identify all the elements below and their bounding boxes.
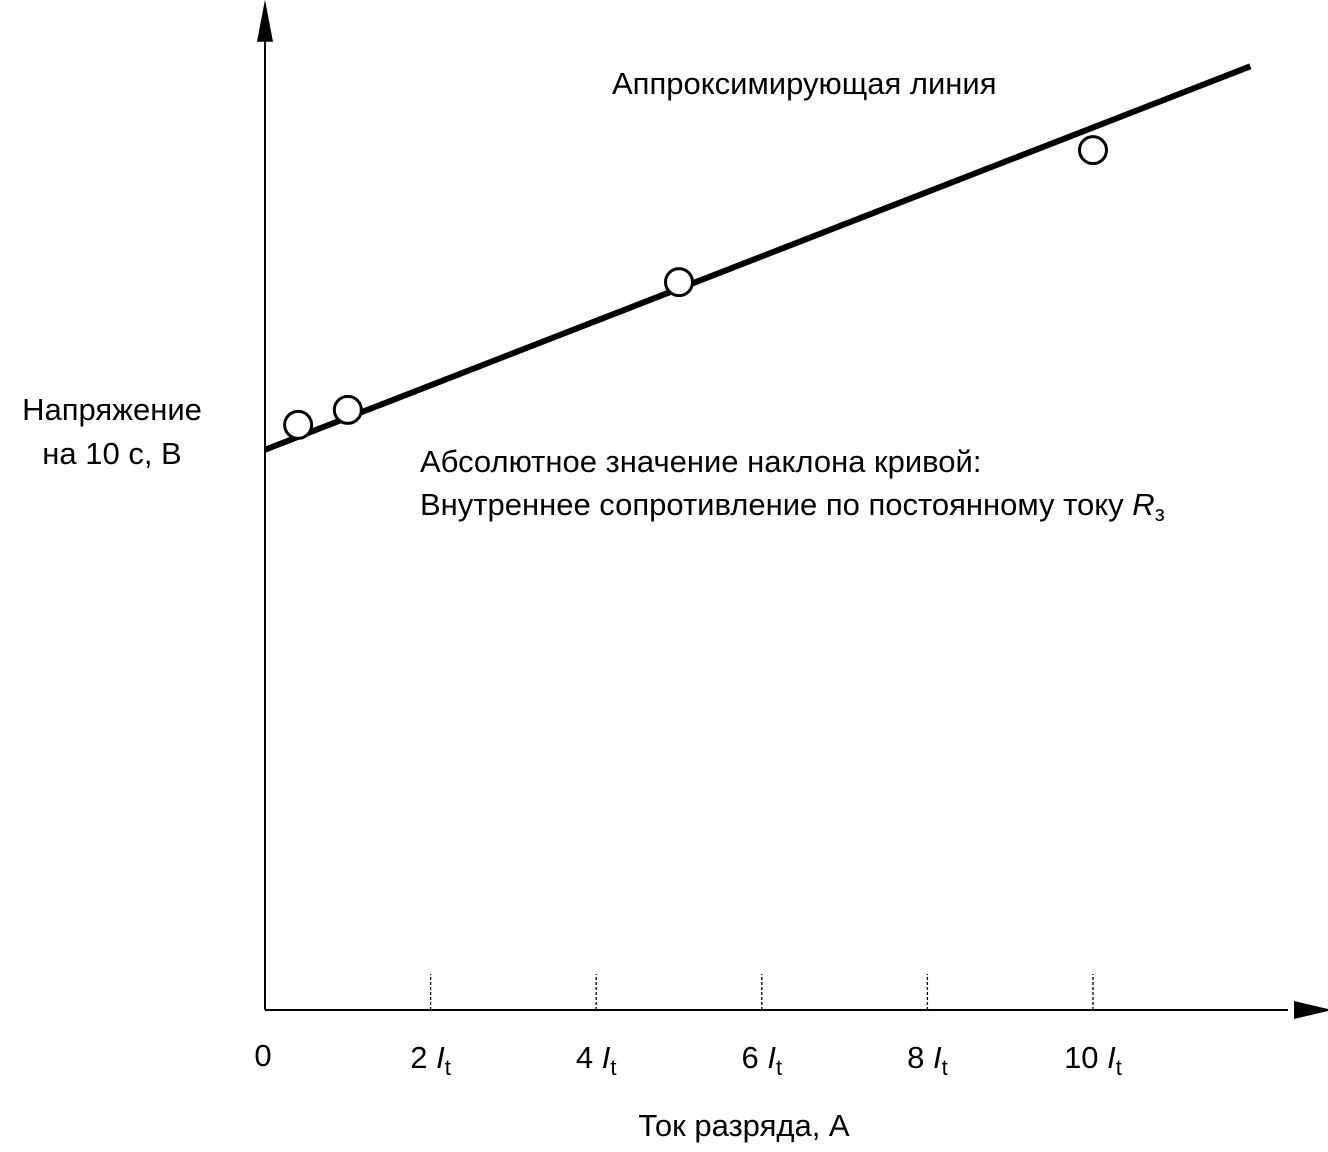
- tick-coefficient: 4: [576, 1040, 602, 1075]
- data-point: [332, 394, 363, 425]
- x-tick-marks: [429, 974, 1094, 1010]
- x-axis-label: Ток разряда, А: [638, 1108, 850, 1143]
- tick-current-symbol: I: [602, 1040, 611, 1075]
- slope-annotation-line1: Абсолютное значение наклона кривой:: [420, 444, 981, 479]
- tick-current-symbol: I: [1107, 1040, 1116, 1075]
- x-tick-labels: 2 It 4 It 6 It 8 It 10 It: [410, 1040, 1122, 1080]
- tick-subscript: t: [445, 1055, 451, 1080]
- x-tick-label: 2 It: [410, 1040, 451, 1080]
- x-tick-label: 8 It: [907, 1040, 948, 1080]
- tick-coefficient: 10: [1064, 1040, 1107, 1075]
- fit-line: [263, 63, 1252, 453]
- data-point: [664, 267, 694, 298]
- tick-coefficient: 8: [907, 1040, 933, 1075]
- data-point: [1078, 135, 1108, 166]
- tick-subscript: t: [610, 1055, 616, 1080]
- resistance-subscript: з: [1155, 501, 1165, 526]
- y-axis-label-line1: Напряжение: [22, 392, 202, 427]
- tick-current-symbol: I: [436, 1040, 445, 1075]
- y-axis-arrow-icon: [257, 0, 273, 42]
- x-tick-label: 4 It: [576, 1040, 617, 1080]
- fit-line-label: Аппроксимирующая линия: [612, 66, 997, 101]
- slope-annotation-line2: Внутреннее сопротивление по постоянному …: [420, 487, 1165, 526]
- tick-current-symbol: I: [933, 1040, 942, 1075]
- data-points: [283, 135, 1108, 440]
- tick-current-symbol: I: [767, 1040, 776, 1075]
- slope-annotation-text: Внутреннее сопротивление по постоянному …: [420, 487, 1132, 522]
- tick-coefficient: 2: [410, 1040, 436, 1075]
- tick-subscript: t: [942, 1055, 948, 1080]
- origin-label: 0: [254, 1038, 271, 1073]
- tick-coefficient: 6: [741, 1040, 767, 1075]
- data-point: [283, 409, 314, 440]
- y-axis-label-line2: на 10 с, В: [42, 436, 181, 471]
- tick-subscript: t: [1116, 1055, 1122, 1080]
- tick-subscript: t: [776, 1055, 782, 1080]
- x-tick-label: 10 It: [1064, 1040, 1122, 1080]
- resistance-symbol: R: [1132, 487, 1154, 522]
- x-tick-label: 6 It: [741, 1040, 782, 1080]
- x-axis-arrow-icon: [1294, 1001, 1328, 1019]
